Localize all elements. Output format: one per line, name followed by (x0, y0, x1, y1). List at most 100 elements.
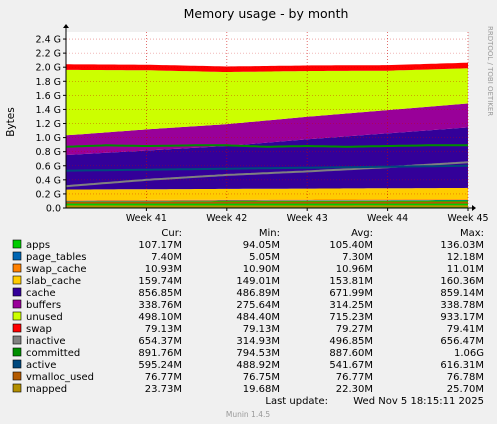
legend-apps-max: 136.03M (440, 240, 484, 251)
legend-swap-avg: 79.27M (336, 324, 373, 335)
legend-swap-cur: 79.13M (145, 324, 182, 335)
legend-swap-max: 79.41M (447, 324, 484, 335)
legend-vmalloc-used-avg: 76.77M (336, 372, 373, 383)
legend-unused-name: unused (26, 312, 63, 323)
area-swap-cache (66, 199, 468, 201)
legend-header-max: Max: (460, 228, 484, 239)
legend-page-tables-cur: 7.40M (151, 252, 182, 263)
legend-inactive-cur: 654.37M (138, 336, 182, 347)
rrdtool-watermark: RRDTOOL / TOBI OETIKER (486, 26, 494, 116)
legend-slab-cache-cur: 159.74M (138, 276, 182, 287)
legend-swap-min: 79.13M (243, 324, 280, 335)
x-axis-arrow (472, 205, 476, 211)
legend-slab-cache-max: 160.36M (440, 276, 484, 287)
legend: Cur: Min: Avg: Max: apps 107.17M 94.05M 105… (12, 228, 484, 395)
area-unused (66, 68, 468, 136)
y-axis-label: Bytes (5, 107, 17, 136)
y-tick-label: 1.6 G (36, 91, 62, 102)
legend-swatch-mapped (12, 383, 22, 393)
legend-header-cur: Cur: (161, 228, 182, 239)
y-axis-arrow (63, 24, 69, 28)
legend-active-name: active (26, 360, 56, 371)
area-buffers (66, 103, 468, 156)
legend-page-tables-avg: 7.30M (342, 252, 373, 263)
grid-lines (66, 32, 469, 208)
legend-slab-cache-avg: 153.81M (329, 276, 373, 287)
legend-buffers-avg: 314.25M (329, 300, 373, 311)
legend-header-avg: Avg: (351, 228, 373, 239)
y-tick-label: 0.6 G (36, 161, 62, 172)
legend-unused-cur: 498.10M (138, 312, 182, 323)
legend-vmalloc-used-min: 76.75M (243, 372, 280, 383)
legend-mapped-min: 19.68M (243, 384, 280, 395)
legend-vmalloc-used-cur: 76.77M (145, 372, 182, 383)
legend-unused-avg: 715.23M (329, 312, 373, 323)
legend-swap-cache-name: swap_cache (26, 264, 86, 275)
legend-swatch-vmalloc-used (12, 371, 22, 381)
y-tick-label: 2.4 G (36, 35, 62, 46)
legend-apps-cur: 107.17M (138, 240, 182, 251)
legend-active-max: 616.31M (440, 360, 484, 371)
legend-swatch-page-tables (12, 251, 22, 261)
stacked-areas (66, 62, 468, 208)
legend-committed-cur: 891.76M (138, 348, 182, 359)
x-tick-label: Week 45 (447, 213, 488, 224)
line-active (65, 164, 468, 172)
x-tick-label: Week 41 (126, 213, 167, 224)
y-tick-label: 0.0 (46, 204, 61, 215)
legend-unused-max: 933.17M (440, 312, 484, 323)
legend-swatch-cache (12, 287, 22, 297)
legend-committed-name: committed (26, 348, 80, 359)
line-committed (65, 144, 468, 148)
legend-swatch-buffers (12, 299, 22, 309)
legend-slab-cache-min: 149.01M (236, 276, 280, 287)
legend-mapped-avg: 22.30M (336, 384, 373, 395)
legend-active-cur: 595.24M (138, 360, 182, 371)
y-tick-label: 0.2 G (36, 189, 62, 200)
legend-cache-min: 486.89M (236, 288, 280, 299)
legend-swatch-committed (12, 347, 22, 357)
legend-vmalloc-used-max: 76.78M (447, 372, 484, 383)
legend-apps-min: 94.05M (243, 240, 280, 251)
legend-cache-max: 859.14M (440, 288, 484, 299)
legend-slab-cache-name: slab_cache (26, 276, 81, 287)
y-tick-label: 0.8 G (36, 147, 62, 158)
y-tick-label: 2.2 G (36, 49, 62, 60)
legend-page-tables-max: 12.18M (447, 252, 484, 263)
legend-inactive-max: 656.47M (440, 336, 484, 347)
munin-version: Munin 1.4.5 (226, 410, 271, 419)
legend-mapped-cur: 23.73M (145, 384, 182, 395)
legend-buffers-cur: 338.76M (138, 300, 182, 311)
legend-active-avg: 541.67M (329, 360, 373, 371)
area-cache (66, 127, 468, 190)
legend-unused-min: 484.40M (236, 312, 280, 323)
legend-swatch-unused (12, 311, 22, 321)
legend-swatch-swap-cache (12, 263, 22, 273)
legend-swap-cache-max: 11.01M (447, 264, 484, 275)
legend-mapped-max: 25.70M (447, 384, 484, 395)
legend-active-min: 488.92M (236, 360, 280, 371)
legend-buffers-max: 338.78M (440, 300, 484, 311)
legend-swatch-inactive (12, 335, 22, 345)
y-tick-label: 1.2 G (36, 119, 62, 130)
legend-inactive-name: inactive (26, 336, 66, 347)
y-tick-label: 1.8 G (36, 77, 62, 88)
area-page-tables (66, 200, 468, 202)
axes: 0.0 0.2 G 0.4 G 0.6 G 0.8 G 1.0 G 1.2 G 1.4 G 1.… (36, 24, 489, 224)
legend-cache-avg: 671.99M (329, 288, 373, 299)
last-update-label: Last update: (265, 396, 328, 407)
last-update-value: Wed Nov 5 18:15:11 2025 (353, 396, 484, 407)
x-tick-label: Week 43 (287, 213, 328, 224)
legend-swatch-apps (12, 239, 22, 249)
legend-inactive-avg: 496.85M (329, 336, 373, 347)
legend-page-tables-min: 5.05M (249, 252, 280, 263)
legend-buffers-min: 275.64M (236, 300, 280, 311)
legend-committed-min: 794.53M (236, 348, 280, 359)
legend-swap-cache-cur: 10.93M (145, 264, 182, 275)
y-tick-label: 1.0 G (36, 133, 62, 144)
y-tick-label: 2.0 G (36, 63, 62, 74)
legend-buffers-name: buffers (26, 300, 61, 311)
legend-swatch-slab-cache (12, 275, 22, 285)
legend-apps-name: apps (26, 240, 50, 251)
